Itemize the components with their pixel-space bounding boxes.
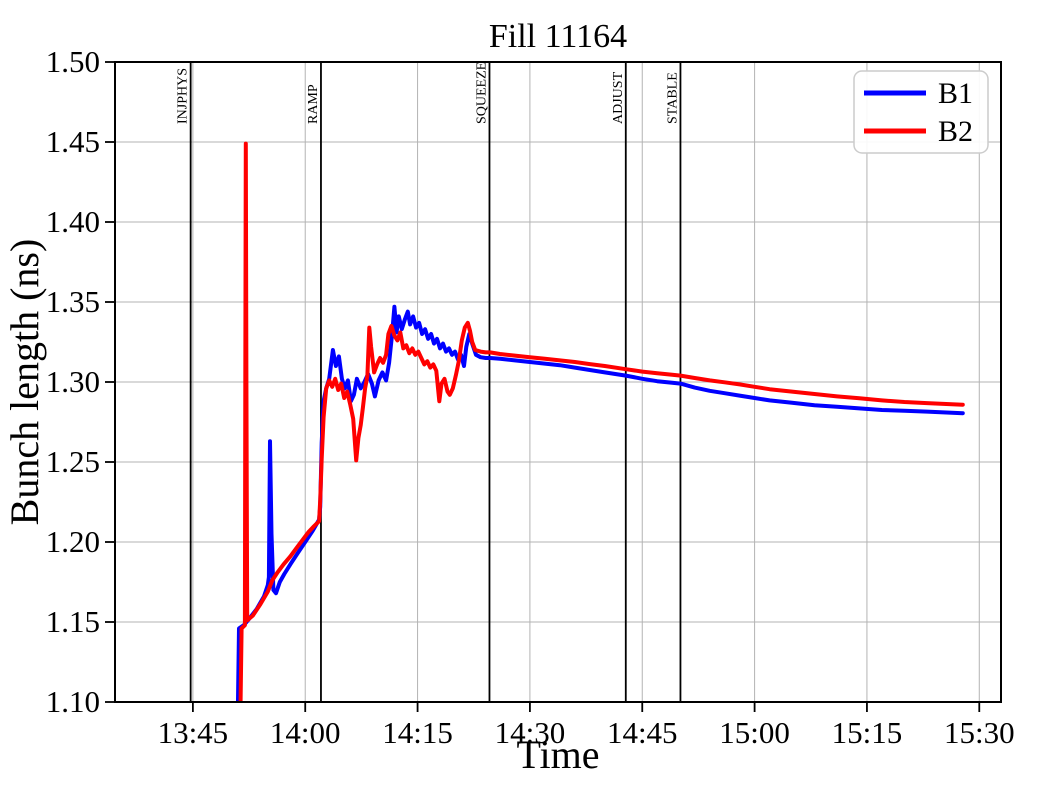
legend-label-b1: B1 [938,77,973,110]
y-tick-label: 1.20 [46,524,100,559]
x-tick-label: 14:45 [607,715,678,750]
y-tick-label: 1.10 [46,684,100,719]
x-tick-label: 15:00 [719,715,790,750]
y-tick-label: 1.40 [46,204,100,239]
x-tick-label: 14:00 [270,715,341,750]
y-tick-label: 1.25 [46,444,100,479]
legend: B1 B2 [853,70,989,154]
x-tick-label: 14:15 [382,715,453,750]
event-label-adjust: ADJUST [611,71,626,124]
y-tick-label: 1.15 [46,604,100,639]
y-axis-label: Bunch length (ns) [2,239,47,526]
data-series [235,141,965,702]
x-tick-label: 15:15 [832,715,903,750]
y-tick-label: 1.35 [46,284,100,319]
event-label-injphys: INJPHYS [176,68,191,124]
x-axis-label: Time [516,732,599,777]
y-tick-label: 1.30 [46,364,100,399]
y-tick-label: 1.45 [46,124,100,159]
chart-title: Fill 11164 [489,18,627,55]
series-b1 [235,304,965,702]
event-lines: INJPHYS RAMP SQUEEZE ADJUST STABLE [176,62,682,702]
axis-ticks: 13:45 14:00 14:15 14:30 14:45 15:00 15:15 15:30… [46,44,1015,750]
event-label-stable: STABLE [665,72,680,124]
event-label-squeeze: SQUEEZE [474,62,489,124]
x-tick-label: 15:30 [944,715,1015,750]
y-tick-label: 1.50 [46,44,100,79]
legend-label-b2: B2 [938,115,973,148]
event-label-ramp: RAMP [306,84,321,124]
x-tick-label: 13:45 [158,715,229,750]
series-b2 [238,141,965,702]
x-tick-label: 14:30 [495,715,566,750]
